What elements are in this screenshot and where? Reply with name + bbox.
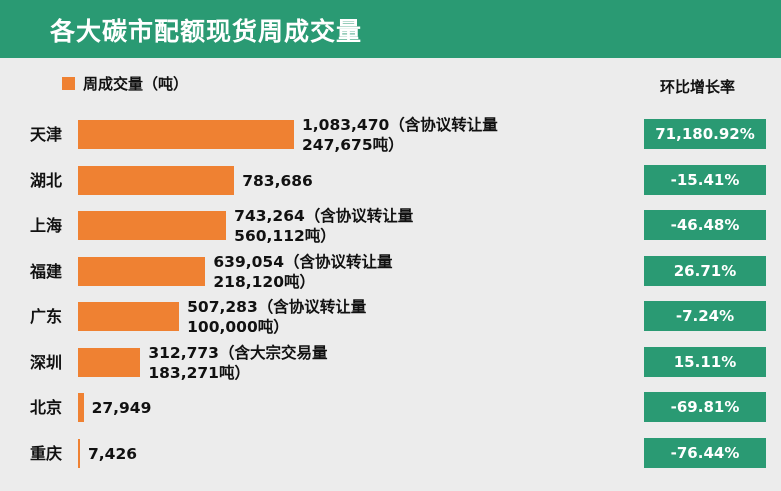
- data-label: 27,949: [92, 385, 152, 431]
- bar-row: 重庆 7,426 -76.44%: [0, 431, 781, 477]
- bar: [78, 211, 227, 240]
- category-label: 深圳: [30, 352, 63, 372]
- data-label-line: 183,271吨）: [148, 363, 250, 382]
- data-label-line: 27,949: [91, 399, 152, 417]
- data-label: 312,773（含大宗交易量 183,271吨）: [148, 340, 327, 386]
- category-label: 福建: [30, 261, 63, 281]
- data-label-line: 560,112吨）: [234, 227, 336, 245]
- bar-row: 广东 507,283（含协议转让量 100,000吨） -7.24%: [0, 294, 781, 340]
- bar: [78, 393, 84, 422]
- bar-row: 深圳 312,773（含大宗交易量 183,271吨） 15.11%: [0, 340, 781, 386]
- data-label-line: 743,264（含协议转让量: [234, 207, 414, 225]
- chart-title: 各大碳市配额现货周成交量: [50, 17, 363, 46]
- legend-label: 周成交量（吨）: [83, 74, 189, 93]
- data-label-line: 100,000吨）: [187, 318, 289, 336]
- data-label-line: 312,773（含大宗交易量: [148, 343, 328, 362]
- bar: [78, 438, 80, 468]
- data-label: 507,283（含协议转让量 100,000吨）: [187, 294, 366, 340]
- data-label: 7,426: [88, 431, 137, 477]
- category-label: 北京: [30, 398, 63, 417]
- data-label-line: 507,283（含协议转让量: [187, 298, 367, 316]
- data-label-line: 1,083,470（含协议转让量: [302, 116, 498, 134]
- growth-rate-badge: 26.71%: [644, 255, 766, 286]
- category-label: 天津: [30, 125, 63, 144]
- category-label: 上海: [30, 216, 63, 235]
- bar-row: 上海 743,264（含协议转让量 560,112吨） -46.48%: [0, 203, 781, 249]
- bar: [78, 120, 294, 149]
- bar: [78, 256, 206, 286]
- growth-rate-badge: -69.81%: [644, 392, 766, 422]
- data-label-line: 639,054（含协议转让量: [213, 252, 393, 271]
- growth-rate-badge: 15.11%: [644, 346, 766, 377]
- bar: [78, 347, 141, 377]
- growth-rate-badge: -76.44%: [644, 437, 766, 468]
- bar-row: 福建 639,054（含协议转让量 218,120吨） 26.71%: [0, 249, 781, 295]
- growth-rate-badge: 71,180.92%: [644, 119, 766, 149]
- bar: [78, 302, 180, 331]
- data-label-line: 783,686: [242, 171, 313, 190]
- bar: [78, 165, 235, 195]
- category-label: 广东: [30, 307, 63, 326]
- category-label: 湖北: [30, 170, 63, 190]
- legend-swatch: [62, 76, 75, 90]
- growth-rate-badge: -46.48%: [644, 210, 766, 240]
- data-label: 783,686: [242, 158, 313, 204]
- legend: 周成交量（吨）: [62, 72, 188, 94]
- title-banner: 各大碳市配额现货周成交量: [0, 0, 781, 58]
- data-label: 1,083,470（含协议转让量 247,675吨）: [302, 112, 498, 158]
- data-label-line: 218,120吨）: [213, 272, 315, 291]
- bar-row: 湖北 783,686 -15.41%: [0, 158, 781, 204]
- growth-rate-header: 环比增长率: [660, 78, 736, 96]
- growth-rate-badge: -7.24%: [644, 301, 766, 331]
- growth-rate-badge: -15.41%: [644, 164, 766, 195]
- bar-row: 天津 1,083,470（含协议转让量 247,675吨） 71,180.92%: [0, 112, 781, 158]
- data-label: 639,054（含协议转让量 218,120吨）: [213, 249, 392, 295]
- data-label-line: 247,675吨）: [302, 136, 404, 154]
- data-label: 743,264（含协议转让量 560,112吨）: [234, 203, 413, 249]
- category-label: 重庆: [30, 443, 63, 463]
- bar-row: 北京 27,949 -69.81%: [0, 385, 781, 431]
- data-label-line: 7,426: [88, 444, 138, 463]
